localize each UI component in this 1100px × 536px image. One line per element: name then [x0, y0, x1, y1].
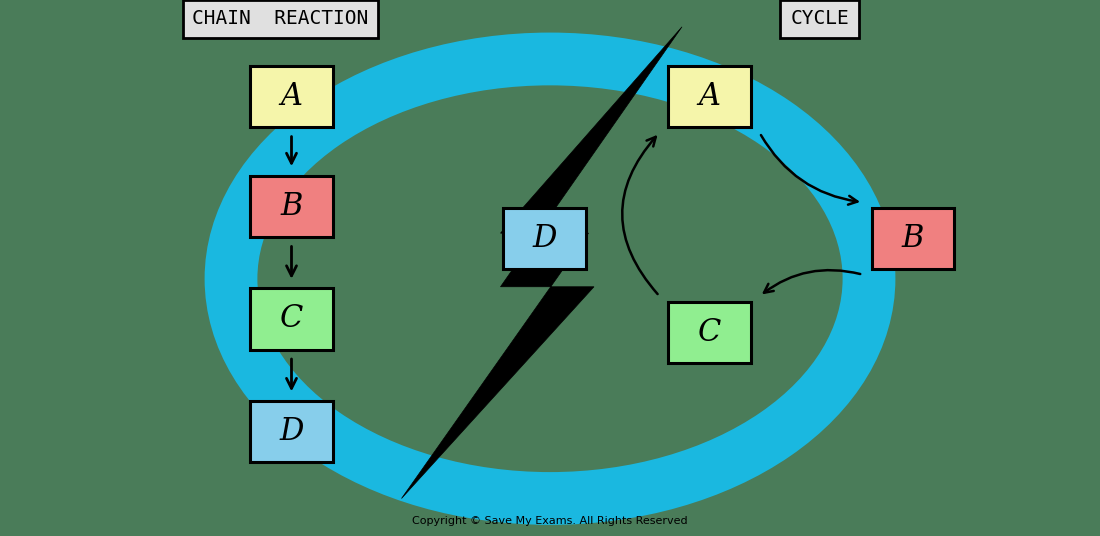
Text: C: C	[279, 303, 304, 334]
Text: B: B	[902, 223, 924, 254]
FancyBboxPatch shape	[251, 66, 332, 128]
Text: C: C	[697, 317, 722, 348]
FancyBboxPatch shape	[669, 66, 750, 128]
Text: B: B	[280, 191, 302, 222]
FancyBboxPatch shape	[251, 401, 332, 462]
FancyBboxPatch shape	[251, 176, 332, 237]
Text: A: A	[698, 81, 720, 112]
Text: CHAIN  REACTION: CHAIN REACTION	[192, 9, 368, 28]
Text: D: D	[532, 223, 557, 254]
FancyBboxPatch shape	[504, 207, 585, 269]
FancyBboxPatch shape	[251, 288, 332, 349]
FancyBboxPatch shape	[669, 301, 750, 363]
Text: Copyright © Save My Exams. All Rights Reserved: Copyright © Save My Exams. All Rights Re…	[412, 516, 688, 526]
Text: A: A	[280, 81, 302, 112]
FancyBboxPatch shape	[871, 207, 954, 269]
Text: CYCLE: CYCLE	[790, 9, 849, 28]
Polygon shape	[402, 27, 682, 498]
Text: D: D	[279, 416, 304, 447]
